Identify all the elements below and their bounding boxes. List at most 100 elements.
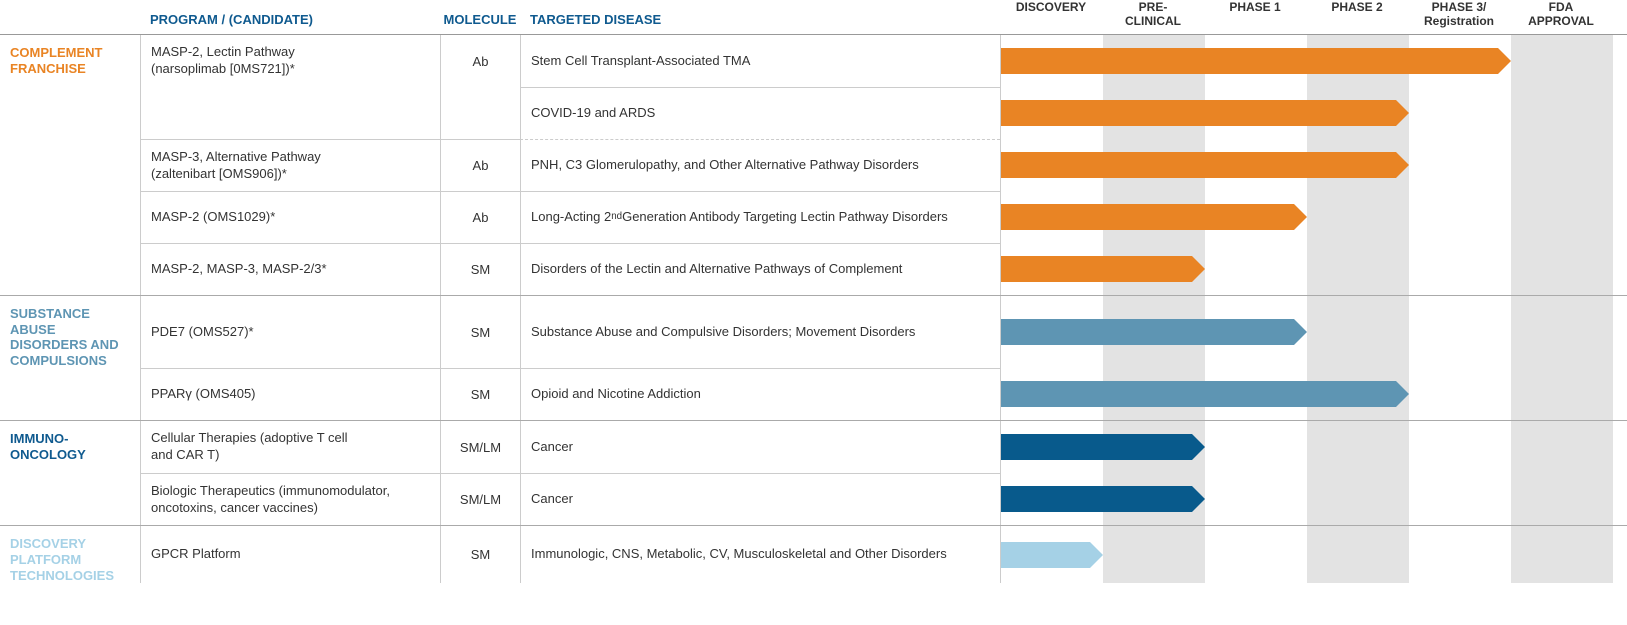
category-label: IMMUNO-ONCOLOGY xyxy=(0,421,140,473)
disease-cell: Cancer xyxy=(520,421,1000,473)
header-molecule: MOLECULE xyxy=(440,13,520,28)
section: IMMUNO-ONCOLOGYCellular Therapies (adopt… xyxy=(0,420,1627,525)
phase-bg xyxy=(1307,473,1409,525)
category-label xyxy=(0,368,140,420)
program-cell: Biologic Therapeutics (immunomodulator,o… xyxy=(140,473,440,525)
category-label: SUBSTANCE ABUSE DISORDERS AND COMPULSION… xyxy=(0,296,140,368)
phase-header-1: PRE-CLINICAL xyxy=(1102,0,1204,28)
phase-bg xyxy=(1307,191,1409,243)
progress-arrow xyxy=(1001,48,1511,74)
header-row: PROGRAM / (CANDIDATE) MOLECULE TARGETED … xyxy=(0,0,1627,35)
phase-bg xyxy=(1511,473,1613,525)
disease-cell: Disorders of the Lectin and Alternative … xyxy=(520,243,1000,295)
disease-cell: Stem Cell Transplant-Associated TMA xyxy=(520,35,1000,87)
category-label xyxy=(0,191,140,243)
phases-cell xyxy=(1000,35,1612,87)
category-label xyxy=(0,243,140,295)
molecule-cell: Ab xyxy=(440,191,520,243)
section: DISCOVERY PLATFORM TECHNOLOGIESGPCR Plat… xyxy=(0,525,1627,583)
pipeline-row: MASP-2, MASP-3, MASP-2/3*SMDisorders of … xyxy=(0,243,1627,295)
disease-cell: COVID-19 and ARDS xyxy=(520,87,1000,139)
molecule-cell: SM xyxy=(440,368,520,420)
program-cell: MASP-2 (OMS1029)* xyxy=(140,191,440,243)
pipeline-table: PROGRAM / (CANDIDATE) MOLECULE TARGETED … xyxy=(0,0,1627,583)
program-cell: PDE7 (OMS527)* xyxy=(140,296,440,368)
program-cell: MASP-2, MASP-3, MASP-2/3* xyxy=(140,243,440,295)
phase-bg xyxy=(1511,243,1613,295)
disease-cell: Immunologic, CNS, Metabolic, CV, Musculo… xyxy=(520,526,1000,583)
progress-arrow xyxy=(1001,542,1103,568)
phase-header-3: PHASE 2 xyxy=(1306,0,1408,28)
phase-bg xyxy=(1307,421,1409,473)
pipeline-row: MASP-2 (OMS1029)*AbLong-Acting 2nd Gener… xyxy=(0,191,1627,243)
phases-cell xyxy=(1000,243,1612,295)
molecule-cell: SM/LM xyxy=(440,421,520,473)
phases-cell xyxy=(1000,191,1612,243)
phase-bg xyxy=(1103,526,1205,583)
pipeline-row: MASP-3, Alternative Pathway(zaltenibart … xyxy=(0,139,1627,191)
program-cell: MASP-3, Alternative Pathway(zaltenibart … xyxy=(140,139,440,191)
pipeline-row: Biologic Therapeutics (immunomodulator,o… xyxy=(0,473,1627,525)
category-label: COMPLEMENT FRANCHISE xyxy=(0,35,140,87)
section: COMPLEMENT FRANCHISEMASP-2, Lectin Pathw… xyxy=(0,35,1627,295)
disease-cell: Opioid and Nicotine Addiction xyxy=(520,368,1000,420)
section: SUBSTANCE ABUSE DISORDERS AND COMPULSION… xyxy=(0,295,1627,420)
program-cell: MASP-2, Lectin Pathway(narsoplimab [0MS7… xyxy=(140,35,440,87)
disease-cell: Cancer xyxy=(520,473,1000,525)
molecule-cell: SM/LM xyxy=(440,473,520,525)
progress-arrow xyxy=(1001,434,1205,460)
pipeline-row: DISCOVERY PLATFORM TECHNOLOGIESGPCR Plat… xyxy=(0,526,1627,583)
phase-bg xyxy=(1511,35,1613,87)
phase-bg xyxy=(1307,243,1409,295)
phase-bg xyxy=(1511,87,1613,139)
category-label xyxy=(0,473,140,525)
category-label xyxy=(0,87,140,139)
pipeline-row: PPARγ (OMS405)SMOpioid and Nicotine Addi… xyxy=(0,368,1627,420)
molecule-cell xyxy=(440,87,520,139)
category-label xyxy=(0,139,140,191)
progress-arrow xyxy=(1001,256,1205,282)
progress-arrow xyxy=(1001,152,1409,178)
phase-bg xyxy=(1511,296,1613,368)
program-cell: GPCR Platform xyxy=(140,526,440,583)
phase-bg xyxy=(1511,421,1613,473)
progress-arrow xyxy=(1001,486,1205,512)
molecule-cell: SM xyxy=(440,243,520,295)
disease-cell: Substance Abuse and Compulsive Disorders… xyxy=(520,296,1000,368)
category-label: DISCOVERY PLATFORM TECHNOLOGIES xyxy=(0,526,140,583)
phases-cell xyxy=(1000,139,1612,191)
phases-cell xyxy=(1000,526,1612,583)
progress-arrow xyxy=(1001,319,1307,345)
phases-cell xyxy=(1000,296,1612,368)
program-cell: Cellular Therapies (adoptive T celland C… xyxy=(140,421,440,473)
phase-bg xyxy=(1511,191,1613,243)
phase-header-5: FDAAPPROVAL xyxy=(1510,0,1612,28)
program-cell: PPARγ (OMS405) xyxy=(140,368,440,420)
phases-cell xyxy=(1000,473,1612,525)
phases-cell xyxy=(1000,87,1612,139)
molecule-cell: SM xyxy=(440,526,520,583)
header-phases: DISCOVERYPRE-CLINICALPHASE 1PHASE 2PHASE… xyxy=(1000,0,1612,28)
molecule-cell: Ab xyxy=(440,35,520,87)
program-cell xyxy=(140,87,440,139)
phase-header-4: PHASE 3/Registration xyxy=(1408,0,1510,28)
progress-arrow xyxy=(1001,381,1409,407)
disease-cell: PNH, C3 Glomerulopathy, and Other Altern… xyxy=(520,139,1000,191)
header-program: PROGRAM / (CANDIDATE) xyxy=(140,13,440,28)
phases-cell xyxy=(1000,421,1612,473)
progress-arrow xyxy=(1001,204,1307,230)
phase-bg xyxy=(1511,526,1613,583)
header-disease: TARGETED DISEASE xyxy=(520,13,1000,28)
phase-header-0: DISCOVERY xyxy=(1000,0,1102,28)
phase-header-2: PHASE 1 xyxy=(1204,0,1306,28)
molecule-cell: SM xyxy=(440,296,520,368)
pipeline-row: IMMUNO-ONCOLOGYCellular Therapies (adopt… xyxy=(0,421,1627,473)
molecule-cell: Ab xyxy=(440,139,520,191)
pipeline-row: COVID-19 and ARDS xyxy=(0,87,1627,139)
pipeline-row: SUBSTANCE ABUSE DISORDERS AND COMPULSION… xyxy=(0,296,1627,368)
phase-bg xyxy=(1307,296,1409,368)
pipeline-row: COMPLEMENT FRANCHISEMASP-2, Lectin Pathw… xyxy=(0,35,1627,87)
progress-arrow xyxy=(1001,100,1409,126)
phases-cell xyxy=(1000,368,1612,420)
phase-bg xyxy=(1307,526,1409,583)
